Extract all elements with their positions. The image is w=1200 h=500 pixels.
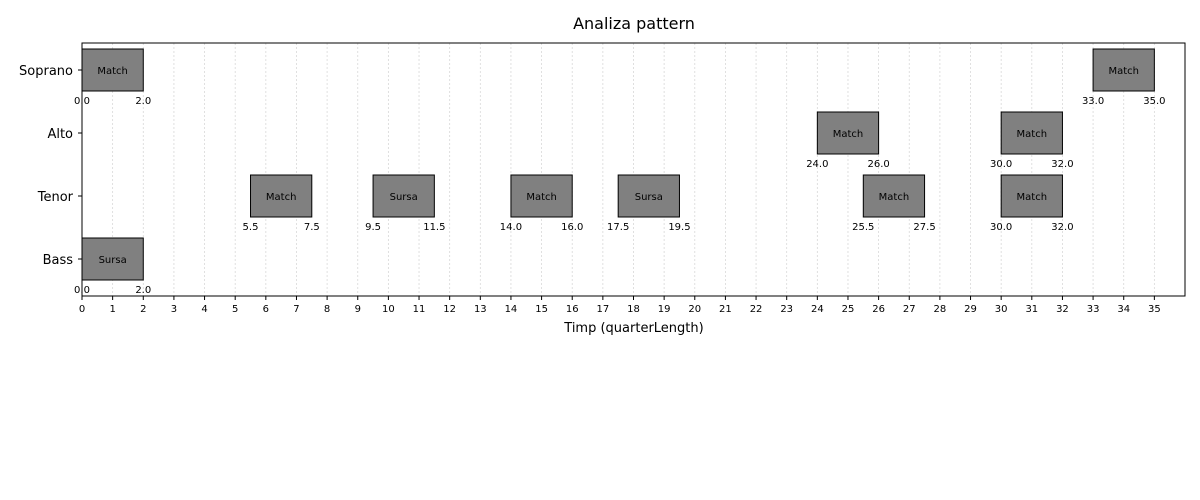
x-tick-label: 26 [872, 304, 885, 315]
interval-bar-group: Sursa 17.5 19.5 [607, 174, 691, 233]
y-axis: Soprano Alto Tenor Bass [19, 64, 82, 268]
interval-end-label: 32.0 [1051, 222, 1073, 233]
x-tick-label: 16 [566, 304, 579, 315]
interval-end-label: 27.5 [913, 222, 935, 233]
x-tick-label: 34 [1117, 304, 1130, 315]
x-tick-label: 30 [995, 304, 1008, 315]
interval-bar [250, 174, 313, 218]
interval-label: Match [97, 66, 128, 77]
x-tick-label: 1 [109, 304, 115, 315]
x-tick-label: 27 [903, 304, 916, 315]
x-tick-label: 12 [443, 304, 456, 315]
interval-label: Match [1017, 192, 1048, 203]
interval-bar [510, 174, 573, 218]
interval-start-label: 33.0 [1082, 96, 1104, 107]
interval-label: Sursa [635, 192, 663, 203]
interval-bar [862, 174, 926, 218]
x-tick-label: 3 [171, 304, 177, 315]
interval-label: Match [1017, 129, 1048, 140]
interval-start-label: 17.5 [607, 222, 629, 233]
interval-bar [81, 48, 144, 92]
x-tick-label: 17 [596, 304, 609, 315]
interval-label: Match [526, 192, 557, 203]
interval-end-label: 35.0 [1143, 96, 1165, 107]
x-tick-label: 21 [719, 304, 732, 315]
x-tick-label: 24 [811, 304, 824, 315]
interval-start-label: 24.0 [806, 159, 828, 170]
interval-label: Match [266, 192, 297, 203]
x-tick-label: 31 [1025, 304, 1038, 315]
interval-start-label: 30.0 [990, 222, 1012, 233]
interval-bar-group: Match 30.0 32.0 [990, 111, 1074, 170]
x-tick-label: 15 [535, 304, 548, 315]
interval-bar [1000, 111, 1063, 155]
x-tick-label: 7 [293, 304, 299, 315]
interval-end-label: 2.0 [135, 285, 151, 296]
interval-label: Sursa [390, 192, 418, 203]
x-tick-label: 25 [842, 304, 855, 315]
y-tick-label: Soprano [19, 64, 73, 79]
interval-bar-group: Match 25.5 27.5 [852, 174, 936, 233]
interval-start-label: 9.5 [365, 222, 381, 233]
y-tick-label: Tenor [37, 190, 74, 205]
x-tick-label: 5 [232, 304, 238, 315]
y-tick-label: Bass [43, 253, 74, 268]
interval-end-label: 19.5 [668, 222, 690, 233]
interval-label: Match [879, 192, 910, 203]
y-tick-label: Alto [47, 127, 73, 142]
interval-start-label: 25.5 [852, 222, 874, 233]
x-tick-label: 4 [201, 304, 207, 315]
interval-bar-group: Match 33.0 35.0 [1082, 48, 1165, 107]
x-tick-label: 19 [658, 304, 671, 315]
x-tick-label: 23 [780, 304, 793, 315]
interval-bar-group: Match 5.5 7.5 [243, 174, 320, 233]
x-tick-label: 32 [1056, 304, 1069, 315]
interval-end-label: 2.0 [135, 96, 151, 107]
x-tick-label: 2 [140, 304, 146, 315]
interval-end-label: 32.0 [1051, 159, 1073, 170]
x-tick-label: 33 [1087, 304, 1100, 315]
interval-label: Sursa [99, 255, 127, 266]
x-tick-label: 28 [934, 304, 947, 315]
x-tick-label: 20 [688, 304, 701, 315]
interval-end-label: 16.0 [561, 222, 583, 233]
interval-end-label: 11.5 [423, 222, 445, 233]
interval-end-label: 26.0 [867, 159, 889, 170]
interval-start-label: 14.0 [500, 222, 522, 233]
x-tick-label: 14 [505, 304, 518, 315]
interval-bar-group: Match 30.0 32.0 [990, 174, 1074, 233]
interval-bar-group: Sursa 9.5 11.5 [365, 174, 445, 233]
chart-title: Analiza pattern [573, 14, 695, 33]
interval-bar [1092, 48, 1155, 92]
interval-bar [1000, 174, 1063, 218]
interval-start-label: 30.0 [990, 159, 1012, 170]
x-tick-label: 10 [382, 304, 395, 315]
x-tick-label: 9 [355, 304, 361, 315]
x-tick-label: 35 [1148, 304, 1161, 315]
interval-bar [816, 111, 880, 155]
interval-bar-group: Match 24.0 26.0 [806, 111, 890, 170]
x-axis-label: Timp (quarterLength) [563, 321, 703, 336]
x-tick-label: 11 [413, 304, 426, 315]
x-tick-label: 13 [474, 304, 487, 315]
interval-end-label: 7.5 [304, 222, 320, 233]
interval-bar [372, 174, 435, 218]
interval-start-label: 5.5 [243, 222, 259, 233]
x-tick-label: 18 [627, 304, 640, 315]
x-tick-label: 0 [79, 304, 85, 315]
x-tick-label: 6 [263, 304, 269, 315]
x-tick-label: 29 [964, 304, 977, 315]
interval-bar-group: Match 14.0 16.0 [500, 174, 583, 233]
interval-bar [617, 174, 680, 218]
interval-label: Match [1108, 66, 1139, 77]
x-tick-label: 8 [324, 304, 330, 315]
x-tick-label: 22 [750, 304, 763, 315]
interval-label: Match [833, 129, 864, 140]
interval-bar [81, 237, 144, 281]
x-axis: 0 1 2 3 4 5 6 7 8 9 10 11 12 13 14 15 16 17 18 19 20 21 22 23 24… [79, 296, 1161, 315]
